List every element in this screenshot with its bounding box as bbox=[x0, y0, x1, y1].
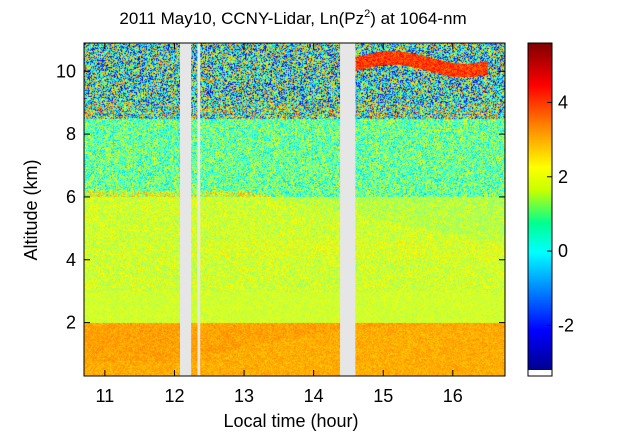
heatmap-plot-area bbox=[83, 42, 506, 377]
y-tick-label: 10 bbox=[56, 61, 76, 81]
x-tick-label: 14 bbox=[304, 386, 324, 406]
colorbar-ticks: -2 0 2 4 bbox=[547, 92, 574, 335]
x-tick-label: 13 bbox=[234, 386, 254, 406]
data-gap bbox=[197, 43, 201, 376]
x-tick-label: 11 bbox=[96, 386, 115, 406]
plot-frame bbox=[83, 42, 506, 377]
y-axis-label: Altitude (km) bbox=[21, 159, 41, 260]
data-gap-group bbox=[180, 43, 356, 376]
colorbar-tick-label: 0 bbox=[558, 241, 568, 261]
x-axis: 11 12 13 14 15 16 bbox=[96, 43, 463, 406]
y-tick-label: 8 bbox=[66, 124, 76, 144]
y-axis: 2 4 6 8 10 bbox=[56, 61, 505, 333]
colorbar-tick-label: 4 bbox=[558, 92, 568, 112]
chart-title: 2011 May10, CCNY-Lidar, Ln(Pz2) at 1064-… bbox=[119, 8, 466, 28]
data-gap bbox=[340, 43, 356, 376]
colorbar-gradient bbox=[528, 43, 552, 370]
x-axis-label: Local time (hour) bbox=[223, 411, 358, 431]
y-tick-label: 2 bbox=[66, 313, 76, 333]
data-gap bbox=[180, 43, 192, 376]
y-tick-label: 4 bbox=[66, 250, 76, 270]
x-tick-label: 16 bbox=[443, 386, 463, 406]
colorbar: -2 0 2 4 bbox=[527, 42, 574, 377]
colorbar-tick-label: 2 bbox=[558, 167, 568, 187]
colorbar-frame bbox=[527, 42, 553, 377]
x-tick-label: 15 bbox=[373, 386, 393, 406]
colorbar-tick-label: -2 bbox=[558, 315, 574, 335]
heatmap-image bbox=[84, 43, 505, 376]
x-tick-label: 12 bbox=[164, 386, 184, 406]
y-tick-label: 6 bbox=[66, 187, 76, 207]
